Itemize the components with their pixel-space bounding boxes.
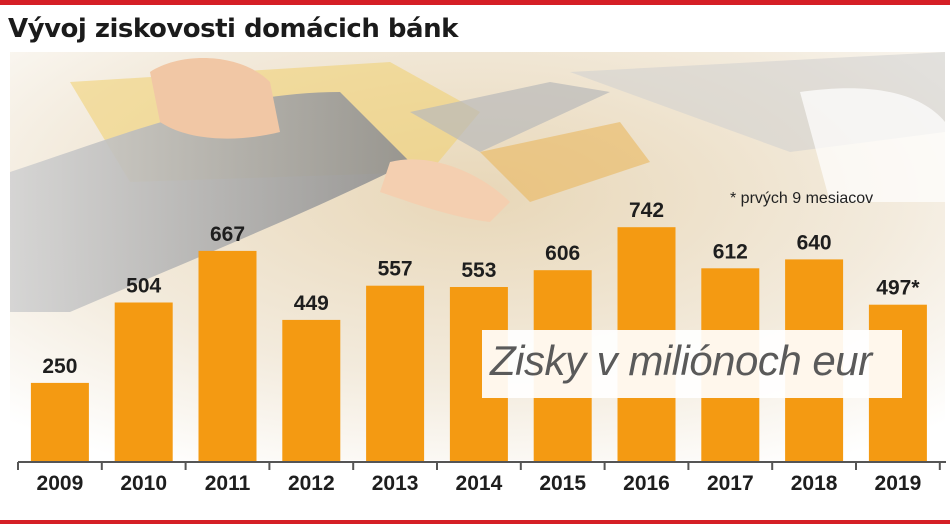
value-label-2018: 640 bbox=[797, 231, 832, 254]
x-axis-labels-group: 2009 2010 2011 2012 2013 2014 2015 2016 2017 2018… bbox=[37, 472, 922, 495]
x-tick-label-2019: 2019 bbox=[875, 472, 922, 495]
x-tick-label-2013: 2013 bbox=[372, 472, 419, 495]
x-tick-label-2009: 2009 bbox=[37, 472, 84, 495]
value-label-2016: 742 bbox=[629, 199, 664, 222]
x-tick-label-2018: 2018 bbox=[791, 472, 838, 495]
value-label-2017: 612 bbox=[713, 240, 748, 263]
bars-group bbox=[30, 227, 927, 462]
x-tick-label-2014: 2014 bbox=[456, 472, 503, 495]
value-label-2009: 250 bbox=[42, 355, 77, 378]
x-tick-label-2012: 2012 bbox=[288, 472, 335, 495]
x-axis-ticks-group bbox=[17, 462, 941, 470]
bar-2013 bbox=[366, 285, 425, 462]
x-tick-label-2015: 2015 bbox=[539, 472, 586, 495]
value-label-2015: 606 bbox=[545, 242, 580, 265]
x-tick-label-2016: 2016 bbox=[623, 472, 670, 495]
bar-2010 bbox=[114, 302, 173, 462]
x-tick-label-2017: 2017 bbox=[707, 472, 754, 495]
value-label-2013: 557 bbox=[378, 258, 413, 281]
x-tick-label-2011: 2011 bbox=[205, 472, 251, 495]
value-label-2014: 553 bbox=[461, 259, 496, 282]
bar-2012 bbox=[282, 319, 341, 462]
value-label-2010: 504 bbox=[126, 275, 161, 298]
bar-2011 bbox=[198, 250, 257, 462]
value-label-2019: 497* bbox=[876, 277, 920, 300]
unit-label: Zisky v miliónoch eur bbox=[490, 337, 872, 384]
value-label-2012: 449 bbox=[294, 292, 329, 315]
bottom-red-rule bbox=[0, 520, 950, 524]
value-label-2011: 667 bbox=[210, 223, 245, 246]
value-labels-group: 250 504 667 449 557 553 606 742 612 640 497* bbox=[42, 199, 920, 378]
footnote: * prvých 9 mesiacov bbox=[730, 190, 874, 207]
unit-label-backdrop bbox=[482, 330, 902, 398]
chart-title: Vývoj ziskovosti domácich bánk bbox=[8, 14, 458, 44]
x-tick-label-2010: 2010 bbox=[120, 472, 167, 495]
top-red-rule bbox=[0, 0, 950, 5]
bar-2009 bbox=[30, 382, 89, 462]
